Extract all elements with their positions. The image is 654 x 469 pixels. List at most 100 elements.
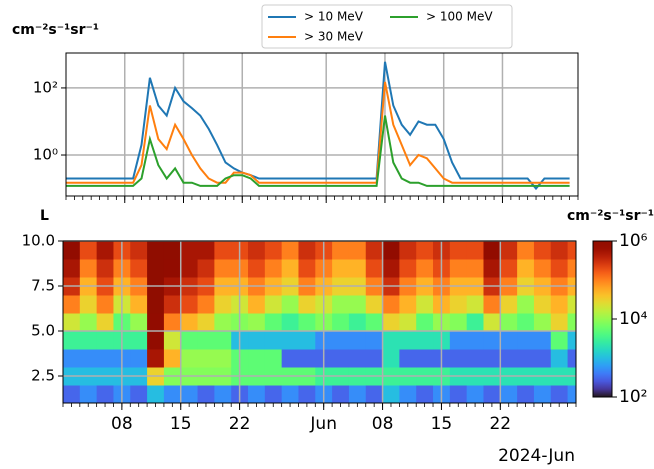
legend-label: > 30 MeV <box>304 30 364 44</box>
heatmap-cell <box>567 349 577 368</box>
heatmap-cell <box>416 331 434 350</box>
colorbar <box>592 240 613 398</box>
series-line <box>66 115 570 187</box>
heatmap-cell <box>517 259 535 278</box>
heatmap-cell <box>365 331 384 350</box>
heatmap-cell <box>399 259 417 278</box>
heatmap-cell <box>466 313 484 332</box>
y-axis-label: L <box>40 208 49 224</box>
heatmap-cell <box>533 259 552 278</box>
heatmap-cell <box>197 385 215 404</box>
heatmap-cell <box>399 313 417 332</box>
y-tick-label: 10⁰ <box>33 146 58 164</box>
heatmap-cell <box>449 349 468 368</box>
heatmap-cell <box>96 241 114 260</box>
heatmap-cell <box>517 331 535 350</box>
heatmap-cell <box>130 313 148 332</box>
heatmap-cell <box>214 349 232 368</box>
heatmap-cell <box>567 331 577 350</box>
heatmap-cell <box>180 349 199 368</box>
heatmap-cell <box>197 331 215 350</box>
heatmap-cell <box>365 295 384 314</box>
heatmap-cell <box>180 295 199 314</box>
heatmap-cell <box>281 349 299 368</box>
heatmap-cell <box>348 259 367 278</box>
heatmap-cell <box>416 241 434 260</box>
plot-frame <box>62 240 577 404</box>
heatmap-cell <box>500 313 518 332</box>
x-tick-label: 08 <box>372 414 394 434</box>
heatmap-cell <box>533 313 552 332</box>
heatmap-cell <box>264 313 283 332</box>
heatmap-cell <box>264 241 283 260</box>
heatmap-cell <box>147 295 165 314</box>
heatmap-cell <box>248 385 266 404</box>
heatmap-cell <box>399 331 417 350</box>
heatmap-cell <box>416 295 434 314</box>
colorbar-tick-label: 10⁶ <box>619 231 648 251</box>
heatmap-cell <box>180 313 199 332</box>
heatmap-cell <box>248 295 266 314</box>
heatmap-cell <box>214 241 232 260</box>
plot-frame <box>65 52 579 197</box>
heatmap-cell <box>130 295 148 314</box>
heatmap-cell <box>332 385 350 404</box>
heatmap-cell <box>332 313 350 332</box>
heatmap-cell <box>63 295 81 314</box>
heatmap-cell <box>130 259 148 278</box>
heatmap-cell <box>180 331 199 350</box>
heatmap-cell <box>264 331 283 350</box>
heatmap-cell <box>416 259 434 278</box>
heatmap-cell <box>298 241 316 260</box>
heatmap-cell <box>550 385 569 404</box>
heatmap-cell <box>416 349 434 368</box>
heatmap-cell <box>348 349 367 368</box>
heatmap-cell <box>281 385 299 404</box>
heatmap-cell <box>517 349 535 368</box>
heatmap-cell <box>63 385 81 404</box>
heatmap-cell <box>332 331 350 350</box>
heatmap-cell <box>533 331 552 350</box>
heatmap-cell <box>96 259 114 278</box>
heatmap-cell <box>298 349 316 368</box>
heatmap-cell <box>550 259 569 278</box>
heatmap-cell <box>248 349 266 368</box>
heatmap-cell <box>483 385 501 404</box>
heatmap-cell <box>449 313 468 332</box>
heatmap-cell <box>147 259 165 278</box>
heatmap-cell <box>567 259 577 278</box>
heatmap-cell <box>79 259 98 278</box>
heatmap-cell <box>382 259 400 278</box>
heatmap-cell <box>79 313 98 332</box>
colorbar-label: cm⁻²s⁻¹sr⁻¹ <box>567 208 654 224</box>
heatmap-cell <box>449 259 468 278</box>
heatmap-cell <box>281 331 299 350</box>
x-tick-label: 08 <box>111 414 133 434</box>
heatmap-cell <box>332 349 350 368</box>
heatmap-cell <box>130 241 148 260</box>
heatmap-cell <box>416 313 434 332</box>
heatmap-cell <box>500 385 518 404</box>
heatmap-cell <box>550 349 569 368</box>
heatmap-cell <box>466 259 484 278</box>
x-tick-label: Jun <box>309 414 337 434</box>
heatmap-cell <box>197 313 215 332</box>
heatmap-cell <box>79 331 98 350</box>
heatmap-cell <box>550 331 569 350</box>
heatmap-cell <box>63 331 81 350</box>
heatmap-cell <box>332 259 350 278</box>
heatmap-cell <box>449 295 468 314</box>
heatmap-cell <box>130 331 148 350</box>
heatmap-cell <box>483 331 501 350</box>
heatmap-cell <box>180 241 199 260</box>
legend-label: > 10 MeV <box>304 10 364 24</box>
x-tick-label: 15 <box>170 414 192 434</box>
heatmap-cell <box>483 349 501 368</box>
heatmap-cell <box>500 241 518 260</box>
heatmap-cell <box>63 241 81 260</box>
heatmap-cell <box>281 313 299 332</box>
heatmap-cell <box>399 349 417 368</box>
heatmap-cell <box>147 313 165 332</box>
